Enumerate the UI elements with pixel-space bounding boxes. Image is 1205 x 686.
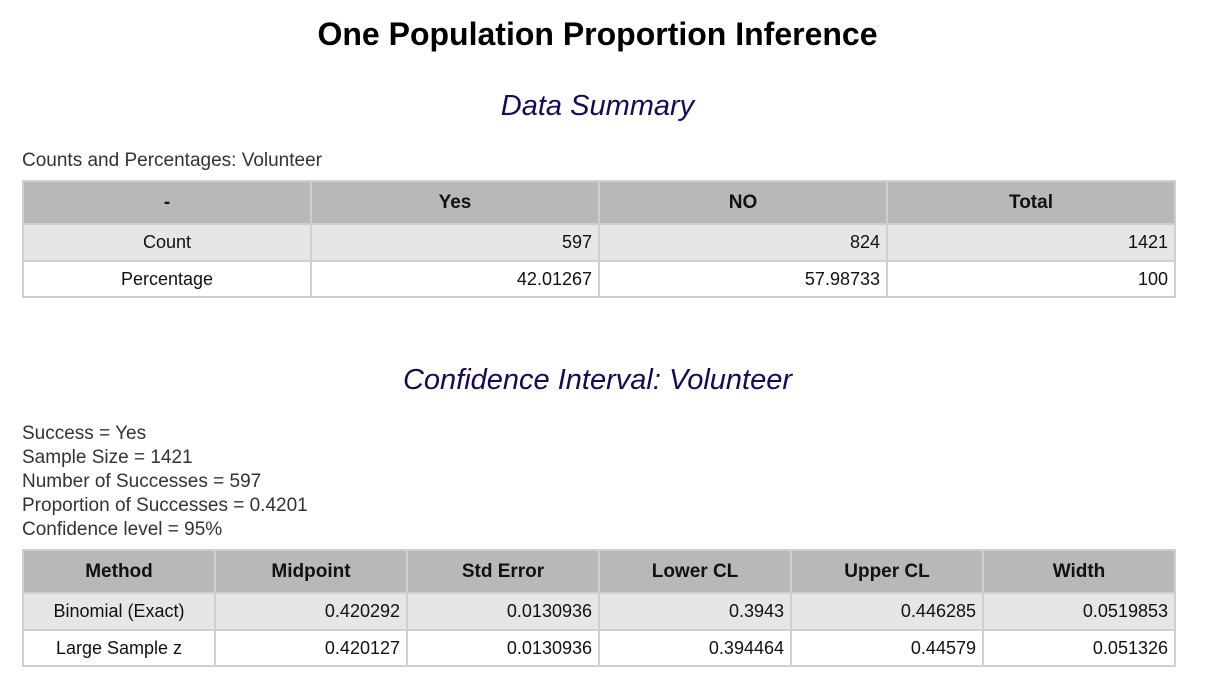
percentage-total-cell: 100 xyxy=(886,260,1176,298)
z-width-cell: 0.051326 xyxy=(982,629,1176,667)
z-midpoint-cell: 0.420127 xyxy=(214,629,408,667)
z-upper-cl-cell: 0.44579 xyxy=(790,629,984,667)
row-label-percentage: Percentage xyxy=(22,260,312,298)
binomial-std-error-cell: 0.0130936 xyxy=(406,592,600,631)
ci-header-upper-cl: Upper CL xyxy=(790,549,984,594)
count-yes-cell: 597 xyxy=(310,223,600,262)
ci-header-midpoint: Midpoint xyxy=(214,549,408,594)
counts-table: - Yes NO Total Count 597 824 1421 Percen… xyxy=(22,180,1176,298)
method-large-sample-z-cell: Large Sample z xyxy=(22,629,216,667)
confidence-interval-table: Method Midpoint Std Error Lower CL Upper… xyxy=(22,549,1176,667)
z-lower-cl-cell: 0.394464 xyxy=(598,629,792,667)
ci-header-method: Method xyxy=(22,549,216,594)
counts-table-header-row: - Yes NO Total xyxy=(22,180,1176,225)
table-row: Large Sample z 0.420127 0.0130936 0.3944… xyxy=(22,629,1176,667)
counts-header-yes: Yes xyxy=(310,180,600,225)
number-of-successes-line: Number of Successes = 597 xyxy=(22,471,262,492)
binomial-upper-cl-cell: 0.446285 xyxy=(790,592,984,631)
ci-header-lower-cl: Lower CL xyxy=(598,549,792,594)
table-row: Binomial (Exact) 0.420292 0.0130936 0.39… xyxy=(22,592,1176,631)
binomial-width-cell: 0.0519853 xyxy=(982,592,1176,631)
sample-size-line: Sample Size = 1421 xyxy=(22,447,193,468)
percentage-yes-cell: 42.01267 xyxy=(310,260,600,298)
page-title: One Population Proportion Inference xyxy=(317,16,878,52)
count-no-cell: 824 xyxy=(598,223,888,262)
binomial-lower-cl-cell: 0.3943 xyxy=(598,592,792,631)
row-label-count: Count xyxy=(22,223,312,262)
method-binomial-cell: Binomial (Exact) xyxy=(22,592,216,631)
z-std-error-cell: 0.0130936 xyxy=(406,629,600,667)
counts-header-total: Total xyxy=(886,180,1176,225)
ci-table-header-row: Method Midpoint Std Error Lower CL Upper… xyxy=(22,549,1176,594)
table-row: Percentage 42.01267 57.98733 100 xyxy=(22,260,1176,298)
table-row: Count 597 824 1421 xyxy=(22,223,1176,262)
ci-header-std-error: Std Error xyxy=(406,549,600,594)
proportion-line: Proportion of Successes = 0.4201 xyxy=(22,495,308,516)
confidence-level-line: Confidence level = 95% xyxy=(22,519,223,540)
binomial-midpoint-cell: 0.420292 xyxy=(214,592,408,631)
percentage-no-cell: 57.98733 xyxy=(598,260,888,298)
counts-header-corner: - xyxy=(22,180,312,225)
data-summary-heading: Data Summary xyxy=(500,90,695,122)
confidence-interval-heading: Confidence Interval: Volunteer xyxy=(402,364,793,396)
ci-summary-lines: Success = Yes Sample Size = 1421 Number … xyxy=(22,422,308,542)
success-line: Success = Yes xyxy=(22,423,147,444)
counts-header-no: NO xyxy=(598,180,888,225)
counts-table-caption: Counts and Percentages: Volunteer xyxy=(22,150,322,171)
count-total-cell: 1421 xyxy=(886,223,1176,262)
ci-header-width: Width xyxy=(982,549,1176,594)
